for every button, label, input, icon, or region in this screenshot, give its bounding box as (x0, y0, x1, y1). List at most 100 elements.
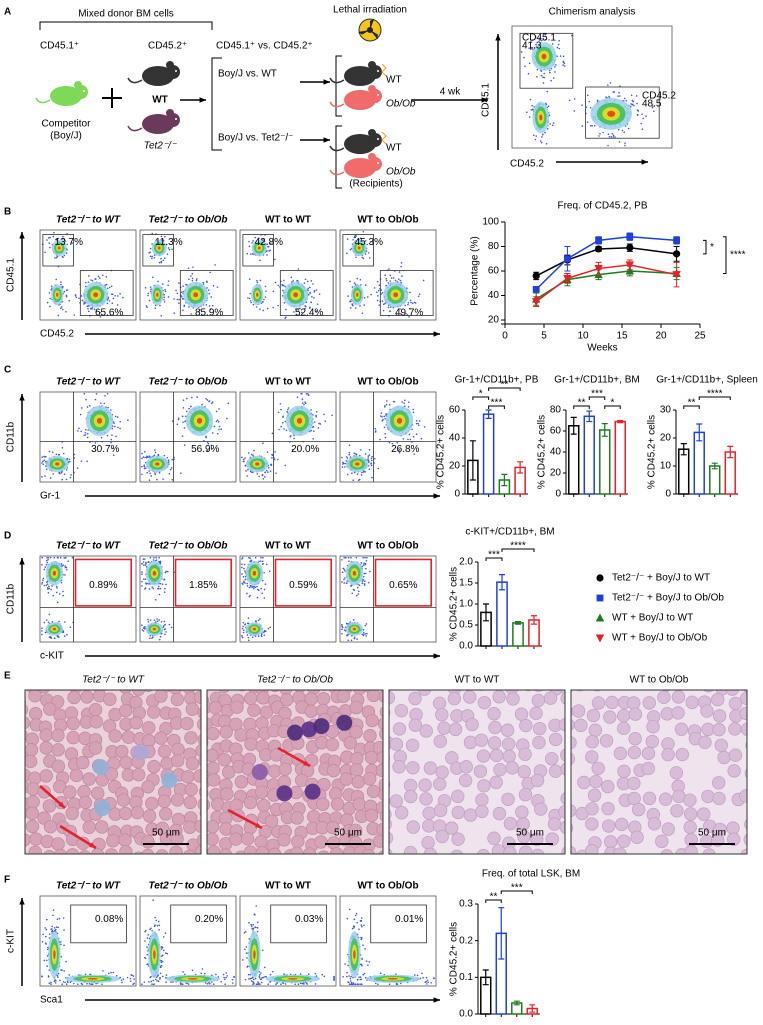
flow-dot (367, 964, 369, 966)
flow-dot (170, 467, 173, 469)
flow-dot (51, 925, 53, 928)
flow-dot (362, 556, 364, 559)
flow-dot (200, 972, 203, 975)
flow-dot (178, 282, 180, 284)
flow-dot (275, 983, 277, 985)
red-blood-cell (433, 734, 447, 748)
flow-density (607, 110, 616, 117)
flow-dot (411, 302, 414, 305)
flow-dot (262, 631, 265, 633)
flow-dot (246, 582, 249, 585)
flow-dot (141, 457, 143, 460)
flow-dot (100, 436, 103, 439)
flow-dot (299, 973, 302, 975)
flow-dot (57, 556, 59, 559)
flow-dot (374, 982, 377, 985)
red-blood-cell (433, 777, 447, 791)
flow-dot (79, 413, 82, 416)
flow-dot (41, 975, 43, 978)
flow-dot (556, 55, 558, 57)
flow-dot (265, 469, 268, 472)
flow-dot (403, 402, 405, 404)
flow-dot (268, 250, 270, 252)
flow-dot (142, 630, 145, 632)
flow-dot (77, 430, 79, 432)
flow-dot (163, 293, 165, 296)
flow-dot (167, 296, 170, 298)
red-blood-cell (352, 797, 366, 811)
flow-dot (46, 918, 48, 921)
micrograph (25, 690, 201, 854)
flow-dot (163, 454, 166, 457)
gate-percent: 20.0% (291, 444, 319, 455)
flow-dot (144, 929, 147, 932)
flow-dot (214, 264, 216, 266)
red-blood-cell (475, 804, 489, 819)
flow-dot (69, 460, 71, 463)
flow-dot (355, 912, 358, 915)
flow-density (355, 462, 360, 466)
mouse-eye (175, 70, 177, 72)
flow-dot (323, 413, 325, 416)
flow-dot (363, 562, 365, 565)
flow-dot (252, 978, 255, 981)
flow-dot (64, 556, 67, 559)
flow-dot (85, 428, 87, 431)
flow-dot (105, 276, 108, 278)
flow-dot (614, 136, 616, 138)
flow-dot (150, 475, 152, 477)
flow-dot (182, 421, 184, 424)
flow-dot (191, 969, 194, 972)
flow-dot (44, 251, 46, 254)
flow-dot (360, 983, 362, 985)
flow-dot (418, 293, 421, 296)
flow-dot (175, 289, 177, 292)
red-blood-cell (501, 737, 516, 751)
red-blood-cell (325, 737, 340, 752)
mouse-icon (344, 66, 376, 86)
flow-dot (323, 975, 326, 978)
group-title: WT to WT (265, 881, 311, 892)
flow-dot (178, 298, 180, 301)
flow-dot (271, 453, 273, 456)
flow-dot (370, 457, 373, 460)
flow-dot (361, 925, 363, 928)
flow-dot (292, 280, 294, 282)
red-blood-cell (28, 845, 42, 854)
red-blood-cell (78, 795, 93, 810)
flow-dot (342, 463, 344, 465)
red-blood-cell (25, 819, 40, 834)
flow-dot (191, 272, 194, 275)
flow-dot (155, 919, 158, 922)
flow-dot (156, 587, 159, 590)
flow-dot (346, 971, 348, 974)
text: Boy/J vs. Tet2⁻/⁻ (218, 133, 293, 144)
flow-dot (59, 979, 61, 982)
flow-dot (347, 981, 349, 983)
flow-dot (353, 636, 356, 638)
flow-dot (359, 278, 362, 281)
radiation-icon (370, 18, 375, 30)
red-blood-cell (505, 690, 519, 695)
flow-dot (192, 266, 194, 268)
flow-dot (407, 301, 410, 304)
flow-dot (50, 983, 52, 985)
flow-dot (269, 470, 272, 472)
flow-dot (241, 563, 243, 565)
flow-dot (433, 977, 435, 979)
red-blood-cell (25, 754, 38, 769)
flow-dot (171, 420, 174, 422)
flow-dot (76, 467, 79, 469)
flow-dot (65, 568, 68, 571)
y-axis-label: CD11b (6, 583, 17, 614)
flow-dot (246, 957, 248, 959)
flow-dot (46, 239, 48, 241)
flow-dot (149, 247, 152, 250)
flow-dot (284, 464, 287, 467)
flow-dot (268, 570, 271, 573)
flow-dot (185, 397, 188, 400)
gate-percent: 11.3% (155, 237, 183, 248)
flow-dot (226, 975, 229, 977)
flow-dot (104, 284, 107, 286)
flow-dot (356, 277, 359, 280)
